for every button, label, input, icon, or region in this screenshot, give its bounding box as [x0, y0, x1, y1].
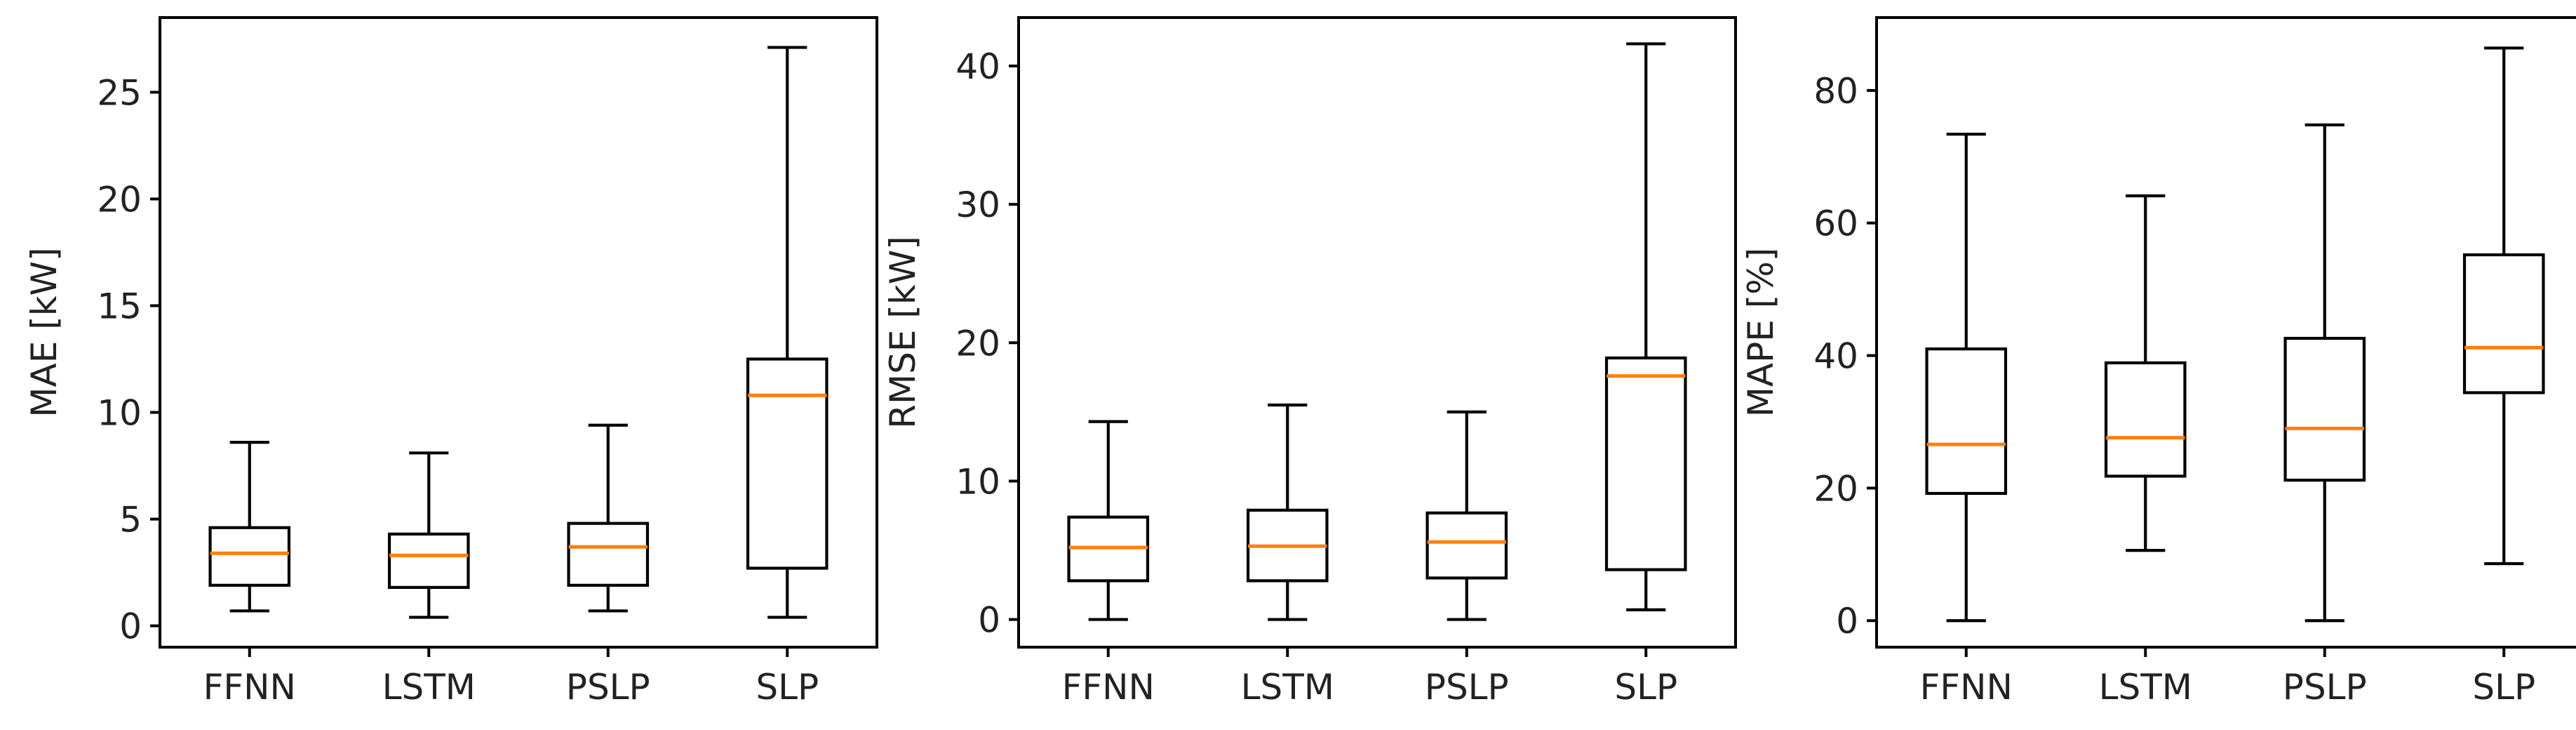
chart-1-ytick-label-2: 20 [955, 323, 1000, 364]
chart-0-ytick-label-5: 25 [97, 72, 142, 113]
chart-0-lstm-box [387, 532, 470, 589]
chart-1-axes-frame [1017, 16, 1737, 649]
chart-2-lstm-box [2104, 361, 2187, 478]
chart-2-ytick-label-4: 80 [1813, 71, 1858, 112]
chart-0-slp-box [746, 357, 829, 570]
chart-1-ylabel: RMSE [kW] [883, 236, 923, 429]
chart-1-pslp-box [1425, 511, 1508, 580]
chart-0-ytick-label-0: 0 [119, 606, 142, 647]
chart-0-ytick-label-3: 15 [97, 286, 142, 326]
chart-2-ffnn-xtick-label: FFNN [1920, 667, 2013, 708]
chart-2-lstm-xtick-label: LSTM [2099, 667, 2192, 708]
chart-2-slp-xtick-label: SLP [2472, 667, 2535, 708]
chart-2-ylabel: MAPE [%] [1740, 248, 1781, 418]
chart-1-slp-xtick-label: SLP [1614, 667, 1677, 708]
chart-1-ytick-label-1: 10 [955, 461, 1000, 502]
chart-0-slp-xtick-label: SLP [756, 667, 819, 708]
chart-0-pslp-box [567, 522, 650, 587]
chart-0-ylabel: MAE [kW] [24, 247, 65, 417]
panel-rmse: 0 10 20 30 40 RMSE [kW] FFNN LSTM PSLP SLP [883, 16, 1737, 708]
chart-1-ytick-label-0: 0 [978, 600, 1000, 641]
chart-0-ytick-label-2: 10 [97, 393, 142, 434]
chart-2-ytick-label-1: 20 [1813, 468, 1858, 509]
chart-1-ytick-label-4: 40 [955, 46, 1000, 87]
chart-1-ffnn-xtick-label: FFNN [1062, 667, 1155, 708]
chart-2-ytick-label-2: 40 [1813, 336, 1858, 377]
chart-1-lstm-xtick-label: LSTM [1241, 667, 1334, 708]
chart-2-ytick-label-0: 0 [1836, 601, 1858, 642]
chart-1-pslp-xtick-label: PSLP [1425, 667, 1509, 708]
chart-2-axes-frame [1875, 16, 2576, 649]
chart-0-ffnn-xtick-label: FFNN [203, 667, 296, 708]
panel-mape: 0 20 40 60 80 MAPE [%] FFNN LSTM PSLP SLP [1740, 16, 2576, 708]
chart-0-lstm-xtick-label: LSTM [382, 667, 476, 708]
chart-1-ytick-label-3: 30 [955, 185, 1000, 225]
chart-1-slp-box [1604, 356, 1687, 571]
chart-2-ffnn-box [1925, 347, 2008, 496]
chart-0-pslp-xtick-label: PSLP [566, 667, 650, 708]
chart-2-pslp-xtick-label: PSLP [2283, 667, 2367, 708]
chart-0-ytick-label-1: 5 [119, 500, 142, 540]
chart-0-ytick-label-4: 20 [97, 179, 142, 220]
chart-2-ytick-label-3: 60 [1813, 204, 1858, 244]
chart-2-pslp-box [2283, 336, 2366, 482]
panel-mae: 0 5 10 15 20 25 MAE [kW] FFNN LSTM PSLP SLP [24, 16, 878, 708]
chart-0-axes-frame [159, 16, 878, 649]
chart-0-ffnn-box [208, 526, 291, 587]
chart-2-slp-box [2462, 253, 2545, 394]
